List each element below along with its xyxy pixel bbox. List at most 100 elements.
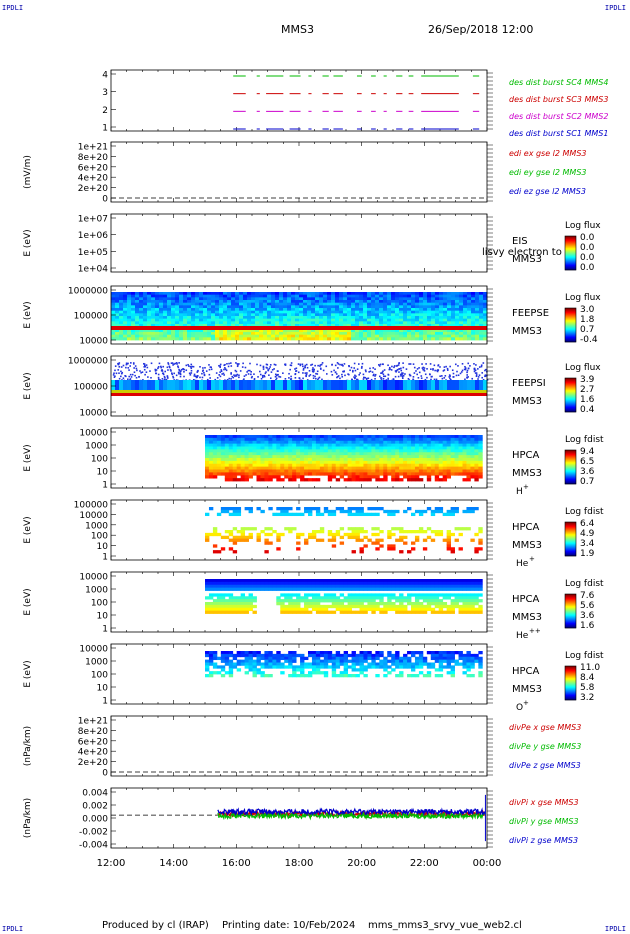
spectrogram-cell: [272, 440, 277, 445]
spectrogram-cell: [300, 512, 305, 517]
spectrogram-cell: [435, 313, 440, 317]
spectrogram-cell: [260, 530, 265, 534]
spectrogram-cell: [276, 507, 281, 511]
spectrogram-cell: [259, 380, 264, 390]
spectrogram-cell: [339, 437, 345, 442]
spectrogram-dot: [114, 369, 116, 372]
spectrogram-cell: [183, 308, 188, 312]
spectrogram-cell: [410, 469, 416, 473]
spectrogram-dot: [249, 362, 251, 365]
spectrogram-cell: [255, 302, 260, 306]
spectrogram-cell: [339, 475, 345, 479]
spectrogram-cell: [183, 305, 188, 309]
spectrogram-dot: [183, 370, 185, 373]
colorbar-segment: [565, 407, 576, 409]
spectrogram-cell: [223, 316, 228, 320]
spectrogram-cell: [478, 547, 483, 551]
spectrogram-cell: [219, 334, 224, 338]
spectrogram-cell: [407, 332, 412, 336]
spectrogram-cell: [435, 318, 440, 322]
spectrogram-cell: [236, 530, 242, 534]
spectrogram-cell: [422, 440, 428, 445]
spectrogram-cell: [427, 332, 432, 336]
spectrogram-cell: [438, 507, 444, 511]
spectrogram-cell: [304, 449, 309, 453]
spectrogram-cell: [335, 466, 341, 470]
spectrogram-dot: [275, 378, 277, 381]
spectrogram-cell: [423, 302, 428, 306]
colorbar-tick-label: 0.0: [580, 243, 595, 253]
spectrogram-cell: [403, 318, 408, 322]
spectrogram-cell: [243, 302, 248, 306]
y-tick-label: 1e+04: [78, 265, 109, 275]
spectrogram-cell: [135, 292, 140, 296]
spectrogram-cell: [359, 463, 364, 468]
spectrogram-cell: [255, 380, 260, 390]
spectrogram-dot: [464, 365, 466, 368]
spectrogram-cell: [287, 334, 292, 338]
spectrogram-cell: [403, 472, 408, 476]
spectrogram-cell: [403, 466, 408, 470]
spectrogram-cell: [323, 310, 328, 314]
spectrogram-cell: [339, 443, 345, 447]
spectrogram-cell: [251, 337, 256, 341]
colorbar-segment: [565, 454, 576, 456]
spectrogram-cell: [479, 321, 484, 325]
colorbar-segment: [565, 251, 576, 253]
spectrogram-dot: [469, 365, 471, 367]
colorbar-segment: [565, 245, 576, 247]
spectrogram-cell: [239, 337, 244, 341]
spectrogram-cell: [407, 446, 412, 450]
spectrogram-cell: [155, 313, 160, 317]
spectrogram-cell: [479, 334, 484, 338]
spectrogram-cell: [407, 302, 412, 306]
spectrogram-dot: [121, 379, 123, 381]
spectrogram-cell: [304, 458, 309, 462]
spectrogram-cell: [379, 478, 384, 482]
colorbar-tick-label: 1.6: [580, 395, 595, 405]
spectrogram-cell: [247, 310, 252, 314]
spectrogram-cell: [391, 469, 396, 473]
spectrogram-cell: [115, 380, 120, 390]
spectrogram-cell: [443, 300, 448, 304]
spectrogram-cell: [339, 460, 345, 465]
spectrogram-cell: [395, 302, 400, 306]
spectrogram-cell: [288, 530, 293, 534]
spectrogram-cell: [347, 440, 352, 445]
spectrogram-cell: [215, 329, 220, 333]
spectrogram-cell: [383, 466, 388, 470]
spectrogram-cell: [363, 458, 368, 462]
spectrogram-cell: [375, 478, 380, 482]
spectrogram-cell: [371, 475, 376, 479]
spectrogram-cell: [240, 437, 246, 442]
spectrogram-cell: [347, 527, 352, 531]
spectrogram-dot: [339, 377, 341, 380]
spectrogram-cell: [244, 443, 249, 447]
spectrogram-cell: [315, 337, 320, 341]
spectrogram-cell: [331, 443, 337, 447]
spectrogram-dot: [433, 378, 436, 381]
spectrogram-dot: [202, 367, 204, 369]
spectrogram-cell: [331, 475, 337, 479]
spectrogram-cell: [264, 435, 269, 439]
spectrogram-cell: [163, 380, 168, 390]
spectrogram-cell: [216, 460, 222, 465]
colorbar-segment: [565, 236, 576, 238]
spectrogram-cell: [451, 380, 456, 390]
spectrogram-cell: [471, 334, 476, 338]
spectrogram-cell: [426, 435, 432, 439]
spectrogram-cell: [271, 300, 276, 304]
spectrogram-cell: [131, 334, 136, 338]
spectrogram-cell: [475, 316, 480, 320]
spectrogram-cell: [232, 535, 238, 540]
spectrogram-cell: [127, 321, 132, 325]
spectrogram-cell: [335, 305, 340, 309]
spectrogram-cell: [403, 535, 408, 540]
spectrogram-cell: [467, 308, 472, 312]
spectrogram-cell: [199, 329, 204, 333]
spectrogram-cell: [244, 466, 249, 470]
colorbar-segment: [565, 267, 576, 269]
spectrogram-dot: [170, 362, 173, 364]
spectrogram-cell: [375, 310, 380, 314]
spectrogram-cell: [359, 509, 364, 514]
